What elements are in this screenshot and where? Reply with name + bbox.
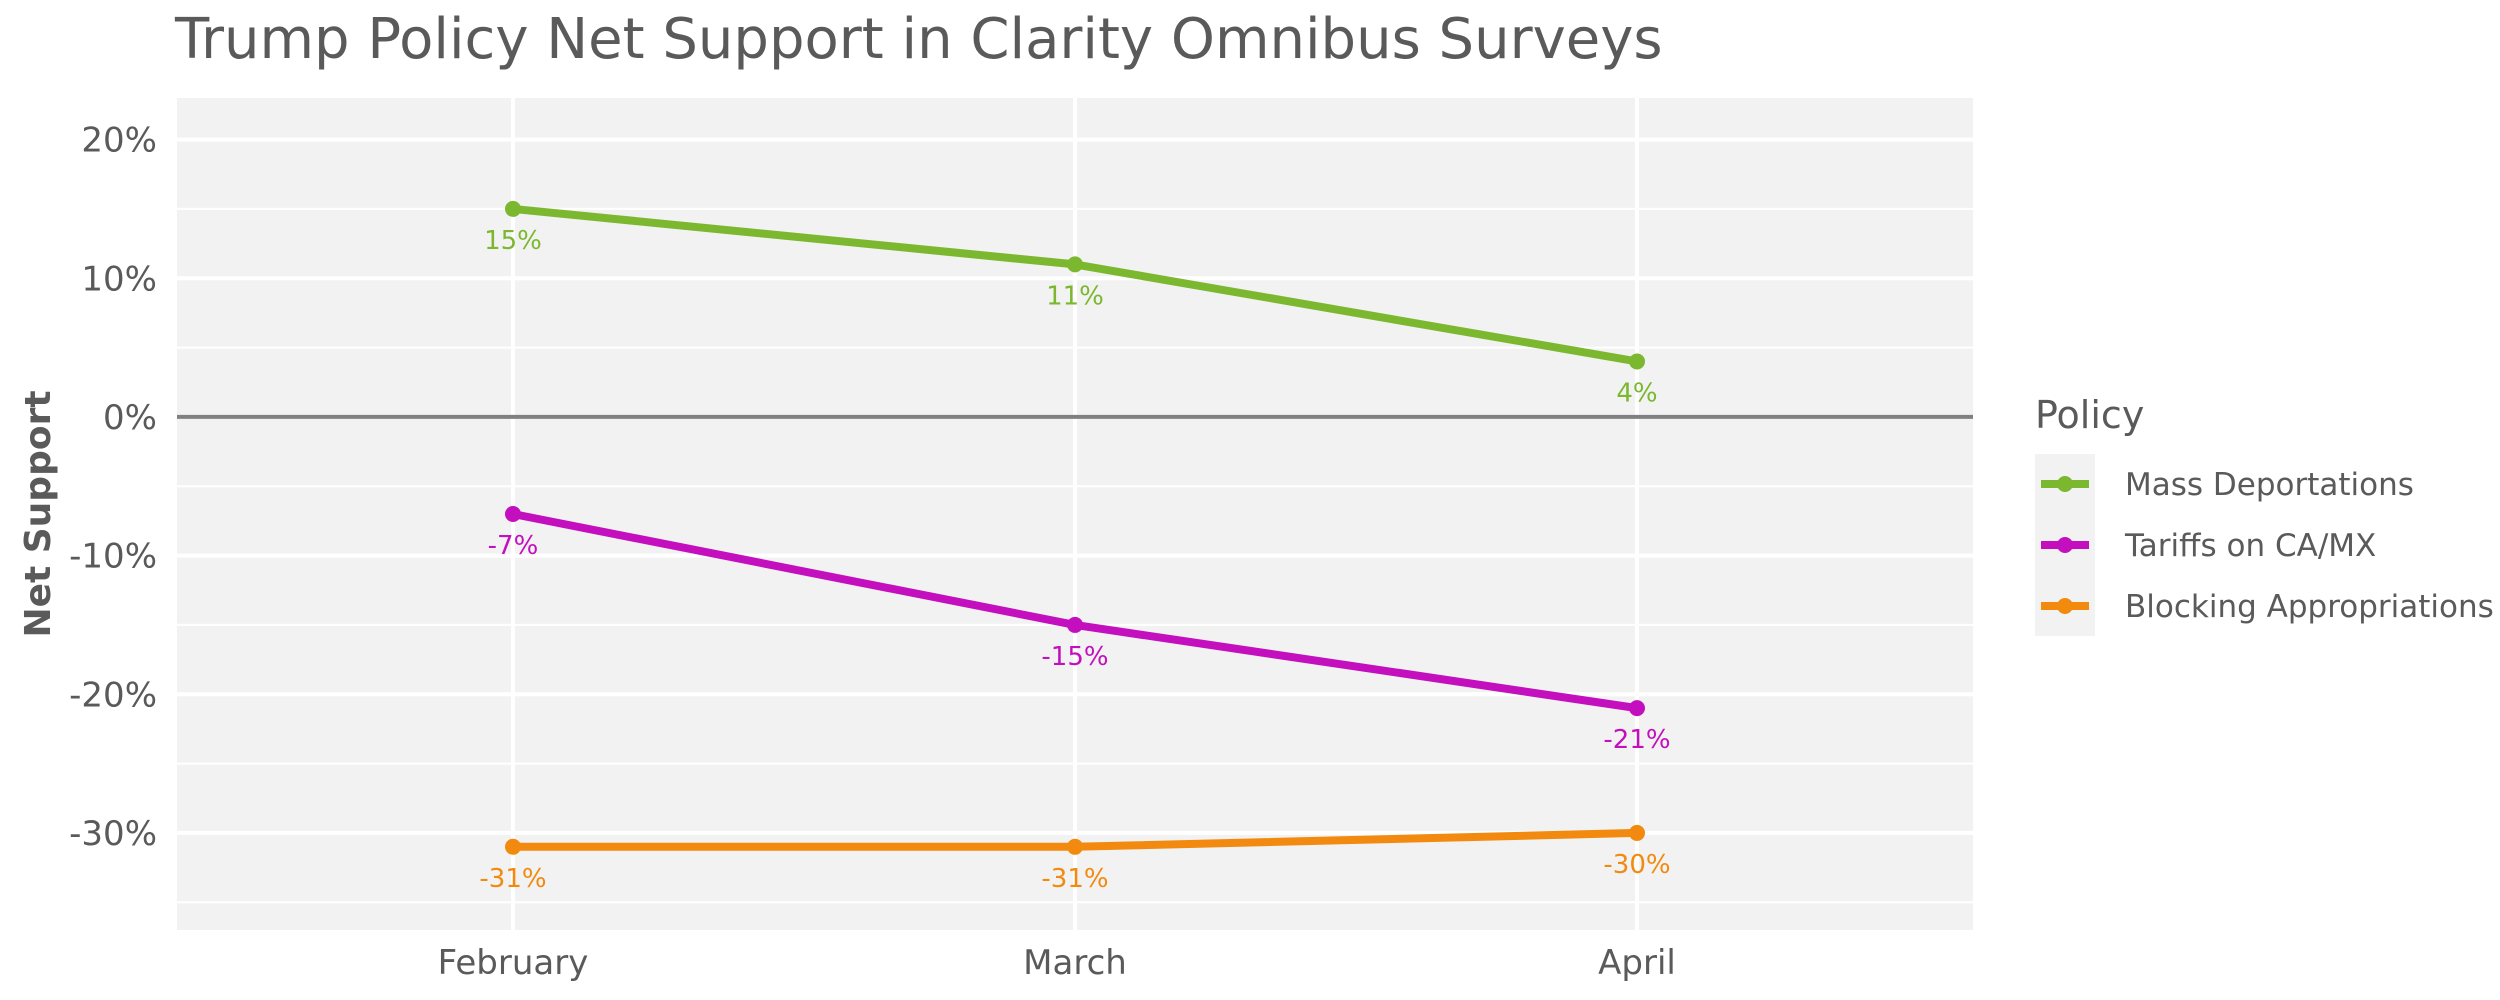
data-label: 15% <box>484 226 542 256</box>
x-tick-label: March <box>1023 943 1127 983</box>
data-label: -21% <box>1603 725 1670 755</box>
legend-label: Blocking Appropriations <box>2125 589 2494 625</box>
legend-label: Mass Deportations <box>2125 467 2414 503</box>
series-point <box>1067 256 1083 273</box>
y-tick-label: -30% <box>69 814 157 854</box>
y-tick-label: -20% <box>69 675 157 715</box>
y-tick-label: 20% <box>81 121 157 161</box>
series-point <box>1629 700 1645 717</box>
series-point <box>505 506 521 522</box>
series-point <box>1067 838 1083 855</box>
legend-key-point <box>2057 537 2073 553</box>
x-tick-label: February <box>438 943 589 983</box>
legend-key-point <box>2057 598 2073 614</box>
data-label: -7% <box>488 531 539 561</box>
series-layer <box>505 200 1645 855</box>
series-point <box>505 838 521 855</box>
series-point <box>505 200 521 217</box>
chart-title: Trump Policy Net Support in Clarity Omni… <box>174 7 1663 72</box>
series-point <box>1067 616 1083 633</box>
data-label: -31% <box>479 864 546 894</box>
series-point <box>1629 353 1645 370</box>
y-tick-label: -10% <box>69 537 157 577</box>
data-label: 11% <box>1046 281 1104 311</box>
legend-items: Mass Deportations Tariffs on CA/MX Blockin… <box>2041 467 2494 625</box>
y-tick-label: 10% <box>81 259 157 299</box>
y-tick-label: 0% <box>103 398 157 438</box>
legend-title: Policy <box>2035 393 2144 437</box>
legend-label: Tariffs on CA/MX <box>2124 528 2376 564</box>
data-label: -31% <box>1041 864 1108 894</box>
x-axis-ticks: February March April <box>438 943 1676 983</box>
data-labels: 15% 11% 4% -7% -15% -21% -31% -31% -30% <box>479 226 1670 894</box>
data-label: 4% <box>1616 378 1657 408</box>
series-point <box>1629 824 1645 841</box>
legend: Policy Mass Deportations Tariffs on CA/MX… <box>2035 393 2494 636</box>
y-axis-title: Net Support <box>18 390 59 637</box>
data-label: -30% <box>1603 850 1670 880</box>
legend-key-point <box>2057 476 2073 492</box>
y-axis-ticks: 20% 10% 0% -10% -20% -30% <box>69 121 157 854</box>
data-label: -15% <box>1041 642 1108 672</box>
x-tick-label: April <box>1598 943 1676 983</box>
